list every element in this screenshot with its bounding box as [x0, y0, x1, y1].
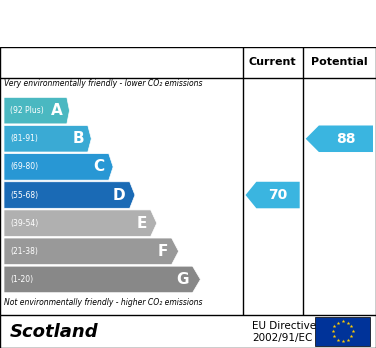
Bar: [315, 317, 370, 346]
Text: C: C: [94, 159, 105, 174]
FancyBboxPatch shape: [0, 315, 376, 348]
Text: (92 Plus): (92 Plus): [10, 106, 44, 115]
Text: F: F: [157, 244, 168, 259]
Text: Very environmentally friendly - lower CO₂ emissions: Very environmentally friendly - lower CO…: [4, 79, 203, 88]
Text: B: B: [72, 131, 84, 146]
Text: 70: 70: [268, 188, 288, 202]
Polygon shape: [4, 210, 157, 236]
Text: (21-38): (21-38): [10, 247, 38, 256]
Polygon shape: [4, 97, 70, 124]
Text: Scotland: Scotland: [10, 323, 99, 341]
Polygon shape: [4, 238, 179, 264]
Text: 88: 88: [336, 132, 356, 146]
Text: Current: Current: [249, 57, 296, 68]
Text: (39-54): (39-54): [10, 219, 38, 228]
Text: 2002/91/EC: 2002/91/EC: [252, 333, 312, 343]
Text: G: G: [176, 272, 189, 287]
Text: (69-80): (69-80): [10, 163, 38, 172]
Text: (81-91): (81-91): [10, 134, 38, 143]
Polygon shape: [4, 182, 135, 208]
Polygon shape: [246, 182, 300, 208]
Text: Potential: Potential: [311, 57, 368, 68]
Text: Environmental Impact (CO₂) Rating: Environmental Impact (CO₂) Rating: [30, 16, 346, 31]
Text: (55-68): (55-68): [10, 190, 38, 199]
Text: D: D: [113, 188, 126, 203]
Polygon shape: [4, 126, 91, 152]
Polygon shape: [4, 153, 113, 180]
Text: (1-20): (1-20): [10, 275, 33, 284]
Text: Not environmentally friendly - higher CO₂ emissions: Not environmentally friendly - higher CO…: [4, 298, 203, 307]
Text: E: E: [136, 216, 147, 231]
Polygon shape: [306, 126, 373, 152]
Polygon shape: [4, 266, 200, 293]
Text: A: A: [51, 103, 63, 118]
Text: EU Directive: EU Directive: [252, 321, 316, 331]
